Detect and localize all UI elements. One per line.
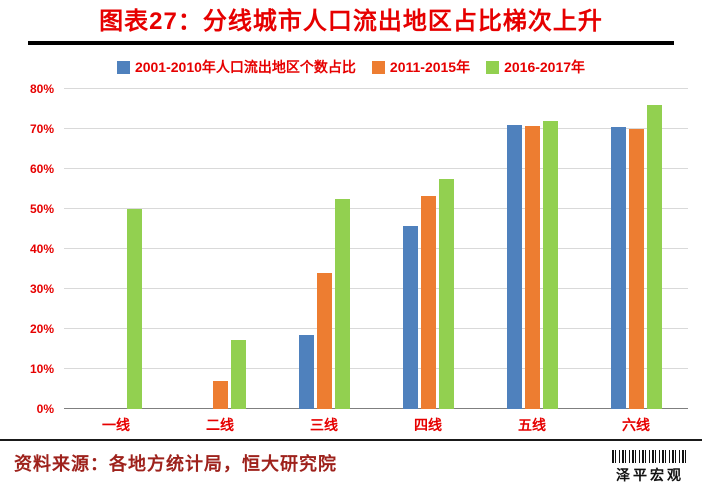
bar	[212, 381, 228, 409]
bar	[646, 105, 662, 409]
y-axis-tick: 30%	[29, 282, 54, 296]
x-axis-label: 四线	[414, 417, 442, 433]
chart-legend: 2001-2010年人口流出地区个数占比 2011-2015年 2016-2017年	[0, 57, 702, 77]
y-axis-tick: 20%	[29, 322, 54, 336]
bar-group	[376, 89, 480, 409]
bar-group	[584, 89, 688, 409]
legend-swatch	[486, 60, 500, 74]
gridline	[64, 88, 688, 89]
plot-area	[64, 88, 688, 409]
bar	[524, 126, 540, 409]
x-axis-label: 二线	[206, 417, 234, 433]
bar	[334, 199, 350, 409]
brand-name: 泽平宏观	[616, 467, 684, 483]
legend-item: 2016-2017年	[486, 57, 585, 77]
bar-groups	[64, 89, 688, 409]
chart-title: 图表27：分线城市人口流出地区占比梯次上升	[99, 8, 603, 35]
y-axis: 0% 10% 20% 30% 40% 50% 60% 70% 80%	[10, 82, 56, 416]
y-axis-tick: 10%	[29, 362, 54, 376]
legend-swatch	[116, 60, 130, 74]
y-axis-tick: 40%	[29, 242, 54, 256]
gridline	[64, 128, 688, 129]
x-axis-line	[64, 408, 688, 409]
bar	[126, 209, 142, 409]
legend-item: 2001-2010年人口流出地区个数占比	[116, 57, 356, 77]
barcode-icon	[612, 450, 688, 463]
footer: 资料来源：各地方统计局，恒大研究院 泽平宏观	[0, 441, 702, 485]
bar-group	[168, 89, 272, 409]
y-axis-tick: 70%	[29, 122, 54, 136]
y-axis-tick: 80%	[29, 82, 54, 96]
bar	[420, 196, 436, 409]
bar	[438, 179, 454, 409]
y-axis-tick: 60%	[29, 162, 54, 176]
bar	[298, 335, 314, 409]
x-axis-label: 一线	[102, 417, 130, 433]
gridline	[64, 208, 688, 209]
bar	[402, 225, 418, 409]
legend-label: 2016-2017年	[504, 59, 586, 75]
brand-watermark: 泽平宏观	[612, 450, 688, 485]
legend-item: 2011-2015年	[371, 57, 471, 77]
legend-label: 2011-2015年	[389, 59, 471, 75]
footer-divider	[0, 439, 702, 441]
gridline	[64, 168, 688, 169]
legend-swatch	[371, 60, 385, 74]
legend-label: 2001-2010年人口流出地区个数占比	[134, 59, 356, 75]
gridline	[64, 328, 688, 329]
gridline	[64, 288, 688, 289]
gridline	[64, 248, 688, 249]
x-axis-label: 六线	[622, 417, 650, 433]
x-axis: 一线 二线 三线 四线 五线 六线	[64, 413, 688, 435]
bar	[230, 339, 246, 409]
bar-group	[64, 89, 168, 409]
y-axis-tick: 0%	[36, 402, 54, 416]
title-underline	[28, 41, 674, 45]
bar-group	[272, 89, 376, 409]
x-axis-label: 三线	[310, 417, 338, 433]
gridline	[64, 368, 688, 369]
bar-chart: 0% 10% 20% 30% 40% 50% 60% 70% 80% 一线 二线 三线 四线 五线 六线	[10, 82, 696, 435]
bar	[610, 126, 626, 409]
bar-group	[480, 89, 584, 409]
bar	[316, 273, 332, 409]
source-note: 资料来源：各地方统计局，恒大研究院	[14, 454, 337, 474]
bar	[506, 125, 522, 409]
bar	[628, 129, 644, 409]
bar	[542, 121, 558, 409]
x-axis-label: 五线	[518, 417, 546, 433]
y-axis-tick: 50%	[29, 202, 54, 216]
